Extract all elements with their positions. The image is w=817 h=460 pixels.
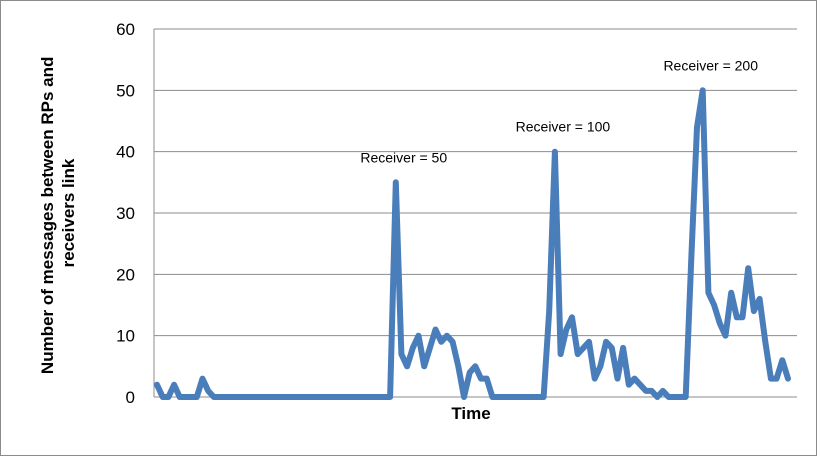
y-tick-label: 20 [116, 265, 135, 284]
peak-annotation: Receiver = 100 [516, 119, 611, 135]
y-axis-title-line-2: receivers link [59, 158, 78, 267]
peak-annotation: Receiver = 200 [663, 57, 758, 73]
y-tick-label: 0 [126, 388, 135, 407]
series-line [154, 87, 791, 400]
x-axis-title: Time [451, 404, 490, 423]
y-tick-label: 10 [116, 327, 135, 346]
annotations: Receiver = 50 Receiver = 100 Receiver = 20… [360, 57, 758, 165]
gridlines [153, 28, 797, 398]
y-axis-title-line-1: Number of messages between RPs and [38, 57, 57, 374]
y-tick-label: 60 [116, 20, 135, 39]
y-axis-title: Number of messages between RPs and recei… [38, 52, 78, 374]
peak-annotation: Receiver = 50 [360, 149, 447, 165]
y-tick-labels: 0 10 20 30 40 50 60 [116, 20, 135, 407]
y-tick-label: 40 [116, 143, 135, 162]
series-layer [154, 87, 791, 400]
y-tick-label: 50 [116, 81, 135, 100]
y-tick-label: 30 [116, 204, 135, 223]
